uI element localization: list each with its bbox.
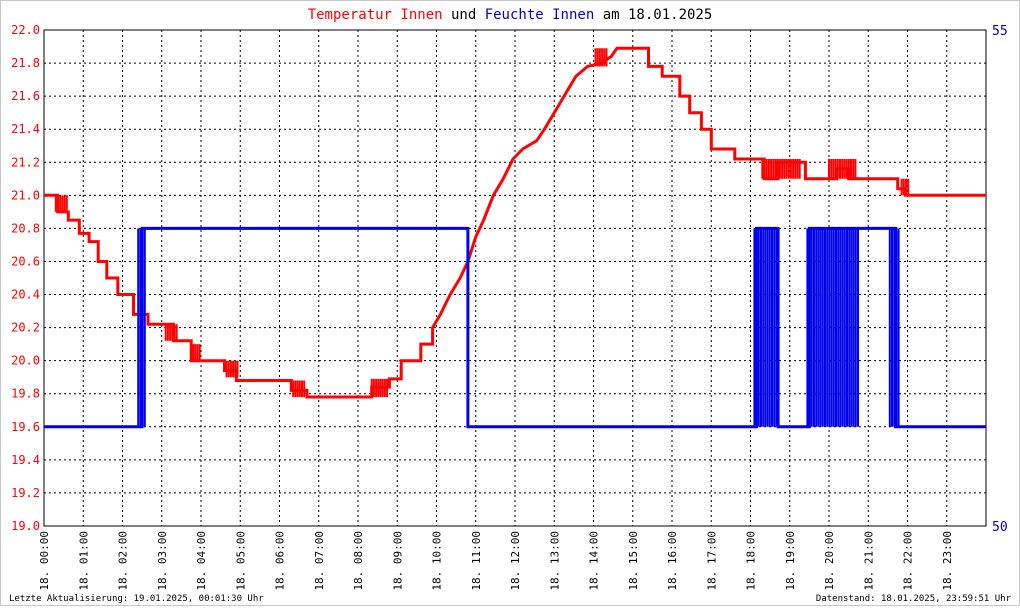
series-noise-band	[806, 228, 859, 427]
x-tick-label: 18. 15:00	[627, 531, 640, 591]
x-tick-label: 18. 11:00	[470, 531, 483, 591]
x-tick-label: 18. 05:00	[234, 531, 247, 591]
chart-title-part: Temperatur Innen	[308, 7, 443, 23]
chart-title-part: am 18.01.2025	[594, 7, 712, 23]
x-tick-label: 18. 03:00	[156, 531, 169, 591]
y-tick-label: 19.8	[11, 387, 40, 401]
series-noise-band	[225, 360, 239, 378]
series-noise-band	[761, 159, 801, 179]
series-noise-band	[370, 378, 389, 397]
series-noise-band	[54, 195, 68, 212]
x-tick-label: 18. 16:00	[666, 531, 679, 591]
y-tick-label: 21.0	[11, 188, 40, 202]
x-tick-label: 18. 10:00	[431, 531, 444, 591]
x-tick-label: 18. 09:00	[391, 531, 404, 591]
chart-title: Temperatur Innen und Feuchte Innen am 18…	[308, 7, 713, 23]
x-tick-label: 18. 19:00	[784, 531, 797, 591]
y-tick-label: 19.0	[11, 519, 40, 533]
y-tick-label: 19.6	[11, 420, 40, 434]
series-noise-band	[164, 324, 178, 341]
series-noise-band	[828, 159, 857, 179]
chart-title-part: und	[443, 7, 485, 23]
series-noise-band	[753, 228, 780, 427]
y-tick-label: 19.2	[11, 486, 40, 500]
y-tick-label: 20.6	[11, 254, 40, 268]
x-tick-label: 18. 13:00	[548, 531, 561, 591]
series-noise-band	[900, 178, 910, 196]
x-tick-label: 18. 12:00	[509, 531, 522, 591]
x-tick-label: 18. 04:00	[195, 531, 208, 591]
x-tick-label: 18. 01:00	[77, 531, 90, 591]
x-tick-label: 18. 07:00	[313, 531, 326, 591]
x-tick-label: 18. 17:00	[705, 531, 718, 591]
y-tick-label: 19.4	[11, 453, 40, 467]
series-noise-band	[888, 228, 900, 427]
y-tick-label: 20.2	[11, 321, 40, 335]
x-tick-label: 18. 22:00	[902, 531, 915, 591]
y-tick-label: 22.0	[11, 23, 40, 37]
footer-data-status: Datenstand: 18.01.2025, 23:59:51 Uhr	[816, 594, 1012, 604]
series-noise-band	[137, 228, 146, 427]
x-tick-label: 18. 06:00	[274, 531, 287, 591]
y-tick-label: 21.4	[11, 122, 40, 136]
y-tick-label: 20.4	[11, 288, 40, 302]
y-tick-label: 20.0	[11, 354, 40, 368]
x-tick-label: 18. 21:00	[862, 531, 875, 591]
x-tick-label: 18. 23:00	[941, 531, 954, 591]
footer-last-update: Letzte Aktualisierung: 19.01.2025, 00:01…	[9, 594, 264, 604]
y-tick-label: 21.8	[11, 56, 40, 70]
x-tick-label: 18. 02:00	[117, 531, 130, 591]
x-tick-label: 18. 20:00	[823, 531, 836, 591]
x-tick-label: 18. 14:00	[588, 531, 601, 591]
y-tick-label: 20.8	[11, 221, 40, 235]
y2-tick-label: 55	[992, 24, 1008, 39]
x-tick-label: 18. 08:00	[352, 531, 365, 591]
x-tick-label: 18. 18:00	[745, 531, 758, 591]
series-noise-band	[192, 344, 201, 361]
y-tick-label: 21.2	[11, 155, 40, 169]
y2-tick-label: 50	[992, 520, 1008, 535]
chart-title-part: Feuchte Innen	[485, 7, 595, 23]
series-noise-band	[292, 380, 306, 397]
x-tick-label: 18. 00:00	[38, 531, 51, 591]
y-tick-label: 21.6	[11, 89, 40, 103]
series-noise-band	[594, 48, 608, 67]
